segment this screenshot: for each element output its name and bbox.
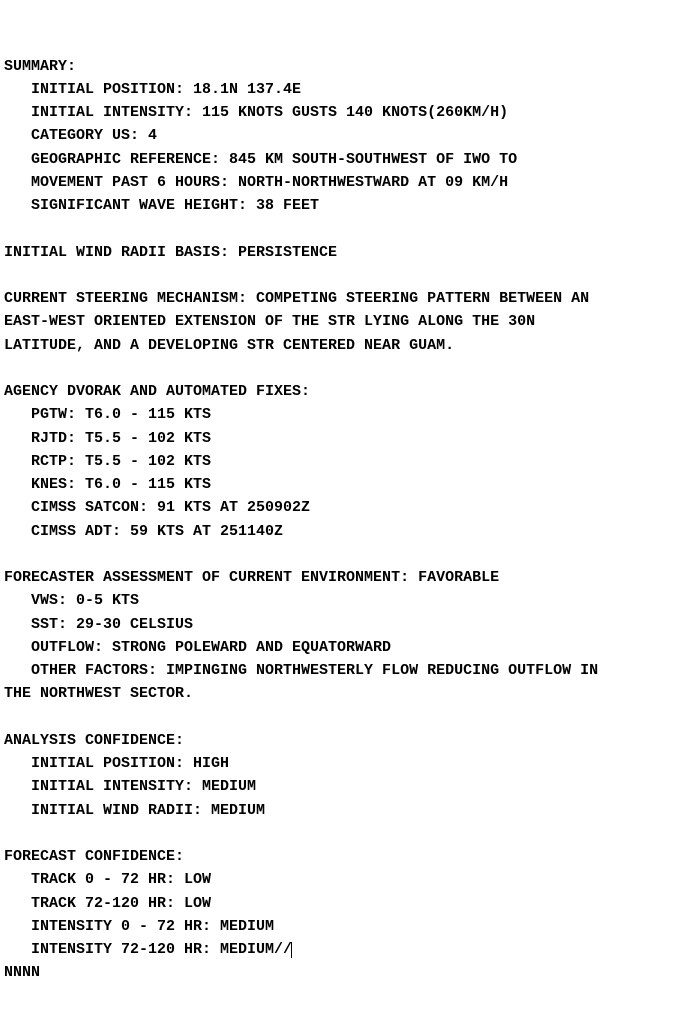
forecast-track-72-120: TRACK 72-120 HR: LOW xyxy=(4,895,211,912)
wind-radii-basis: INITIAL WIND RADII BASIS: PERSISTENCE xyxy=(4,244,337,261)
geographic-reference: GEOGRAPHIC REFERENCE: 845 KM SOUTH-SOUTH… xyxy=(4,151,517,168)
steering-line-2: EAST-WEST ORIENTED EXTENSION OF THE STR … xyxy=(4,313,535,330)
cimss-satcon: CIMSS SATCON: 91 KTS AT 250902Z xyxy=(4,499,310,516)
env-outflow: OUTFLOW: STRONG POLEWARD AND EQUATORWARD xyxy=(4,639,391,656)
dvorak-rjtd: RJTD: T5.5 - 102 KTS xyxy=(4,430,211,447)
analysis-header: ANALYSIS CONFIDENCE: xyxy=(4,732,184,749)
env-header: FORECASTER ASSESSMENT OF CURRENT ENVIRON… xyxy=(4,569,499,586)
analysis-radii: INITIAL WIND RADII: MEDIUM xyxy=(4,802,265,819)
cimss-adt: CIMSS ADT: 59 KTS AT 251140Z xyxy=(4,523,283,540)
dvorak-header: AGENCY DVORAK AND AUTOMATED FIXES: xyxy=(4,383,310,400)
sig-wave-height: SIGNIFICANT WAVE HEIGHT: 38 FEET xyxy=(4,197,319,214)
summary-header: SUMMARY: xyxy=(4,58,76,75)
dvorak-pgtw: PGTW: T6.0 - 115 KTS xyxy=(4,406,211,423)
forecast-intensity-72-120: INTENSITY 72-120 HR: MEDIUM// xyxy=(4,941,292,958)
movement-past-6h: MOVEMENT PAST 6 HOURS: NORTH-NORTHWESTWA… xyxy=(4,174,508,191)
env-other-1: OTHER FACTORS: IMPINGING NORTHWESTERLY F… xyxy=(4,662,598,679)
initial-intensity: INITIAL INTENSITY: 115 KNOTS GUSTS 140 K… xyxy=(4,104,508,121)
env-other-2: THE NORTHWEST SECTOR. xyxy=(4,685,193,702)
forecast-intensity-0-72: INTENSITY 0 - 72 HR: MEDIUM xyxy=(4,918,274,935)
text-caret xyxy=(291,942,292,959)
analysis-intensity: INITIAL INTENSITY: MEDIUM xyxy=(4,778,256,795)
analysis-position: INITIAL POSITION: HIGH xyxy=(4,755,229,772)
forecast-header: FORECAST CONFIDENCE: xyxy=(4,848,184,865)
terminator: NNNN xyxy=(4,964,40,981)
env-sst: SST: 29-30 CELSIUS xyxy=(4,616,193,633)
env-vws: VWS: 0-5 KTS xyxy=(4,592,139,609)
dvorak-rctp: RCTP: T5.5 - 102 KTS xyxy=(4,453,211,470)
forecast-track-0-72: TRACK 0 - 72 HR: LOW xyxy=(4,871,211,888)
category-us: CATEGORY US: 4 xyxy=(4,127,157,144)
initial-position: INITIAL POSITION: 18.1N 137.4E xyxy=(4,81,301,98)
steering-line-3: LATITUDE, AND A DEVELOPING STR CENTERED … xyxy=(4,337,454,354)
steering-line-1: CURRENT STEERING MECHANISM: COMPETING ST… xyxy=(4,290,589,307)
dvorak-knes: KNES: T6.0 - 115 KTS xyxy=(4,476,211,493)
